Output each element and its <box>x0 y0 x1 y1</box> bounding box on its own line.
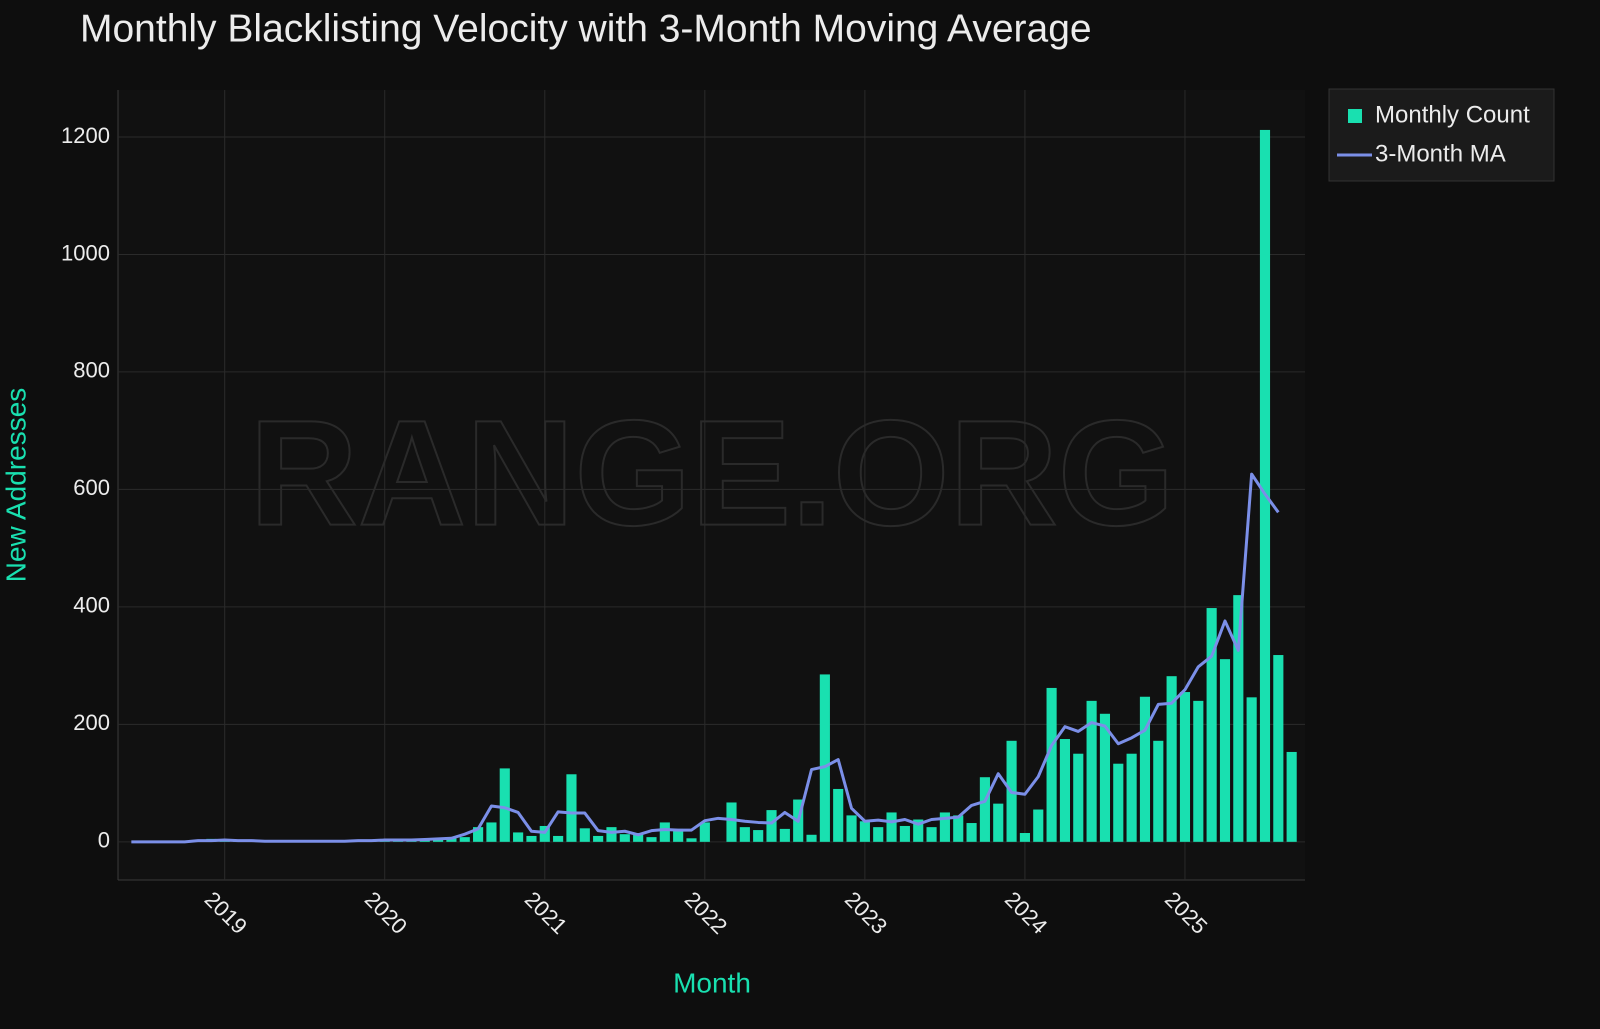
bar <box>646 837 657 842</box>
y-tick-label: 400 <box>73 593 110 618</box>
bar <box>779 828 790 842</box>
bar <box>806 834 817 842</box>
bar <box>1086 700 1097 842</box>
y-tick-label: 0 <box>98 828 110 853</box>
watermark: RANGE.ORG <box>249 389 1174 557</box>
legend: Monthly Count 3-Month MA <box>1328 88 1555 182</box>
bar <box>579 828 590 842</box>
bar <box>593 835 604 842</box>
legend-label: 3-Month MA <box>1375 140 1506 167</box>
legend-box <box>1328 88 1555 182</box>
bar <box>1193 700 1204 842</box>
ma-line <box>131 472 1280 844</box>
bar <box>913 819 924 842</box>
bar <box>619 834 630 842</box>
bar <box>1019 833 1030 842</box>
y-tick-label: 1000 <box>61 240 110 265</box>
bar <box>926 827 937 842</box>
bar <box>833 788 844 842</box>
bar <box>1259 129 1271 842</box>
bar <box>633 833 644 842</box>
bar <box>819 674 830 842</box>
bar <box>1113 763 1124 842</box>
bar <box>726 802 737 842</box>
bar <box>1233 595 1244 842</box>
bar <box>1166 676 1177 842</box>
bar <box>699 822 710 842</box>
bar <box>966 823 977 842</box>
bar <box>1219 659 1231 842</box>
bar <box>473 827 484 842</box>
legend-label: Monthly Count <box>1375 101 1530 128</box>
bar <box>899 825 910 842</box>
marks <box>131 129 1297 844</box>
x-axis-title: Month <box>673 967 751 998</box>
bar <box>499 768 510 842</box>
bar <box>939 812 950 842</box>
bar <box>1139 696 1151 842</box>
bar <box>873 827 884 842</box>
bar <box>979 777 990 842</box>
bar <box>566 774 577 842</box>
bar <box>686 838 697 842</box>
bar <box>1099 713 1111 842</box>
bar <box>859 821 870 842</box>
bar <box>1046 687 1057 842</box>
bar <box>659 822 670 842</box>
bar <box>1153 740 1164 842</box>
bar <box>1033 809 1044 842</box>
bar <box>459 837 470 842</box>
bar <box>739 827 750 842</box>
bar <box>526 835 537 842</box>
bar <box>1286 751 1297 842</box>
y-tick-label: 200 <box>73 710 110 735</box>
bar <box>1206 608 1217 842</box>
bar <box>766 810 777 842</box>
bar <box>886 812 897 842</box>
bar <box>606 827 617 842</box>
bar <box>1273 655 1284 842</box>
bar <box>553 835 564 842</box>
bar <box>1246 697 1257 842</box>
legend-swatch <box>1348 109 1362 123</box>
bar <box>673 828 684 842</box>
bar <box>486 822 497 842</box>
bar <box>513 832 524 842</box>
chart-title: Monthly Blacklisting Velocity with 3-Mon… <box>80 7 1092 50</box>
y-tick-label: 1200 <box>61 123 110 148</box>
y-axis-title: New Addresses <box>0 388 31 583</box>
y-tick-label: 800 <box>73 358 110 383</box>
bar <box>993 803 1004 842</box>
bar <box>846 815 857 842</box>
bar <box>1179 692 1191 842</box>
bar <box>953 815 964 842</box>
bar <box>1059 739 1071 842</box>
y-tick-label: 600 <box>73 475 110 500</box>
bar <box>446 838 457 842</box>
bar <box>1073 753 1084 842</box>
bar <box>753 830 764 842</box>
bar <box>1126 753 1137 842</box>
